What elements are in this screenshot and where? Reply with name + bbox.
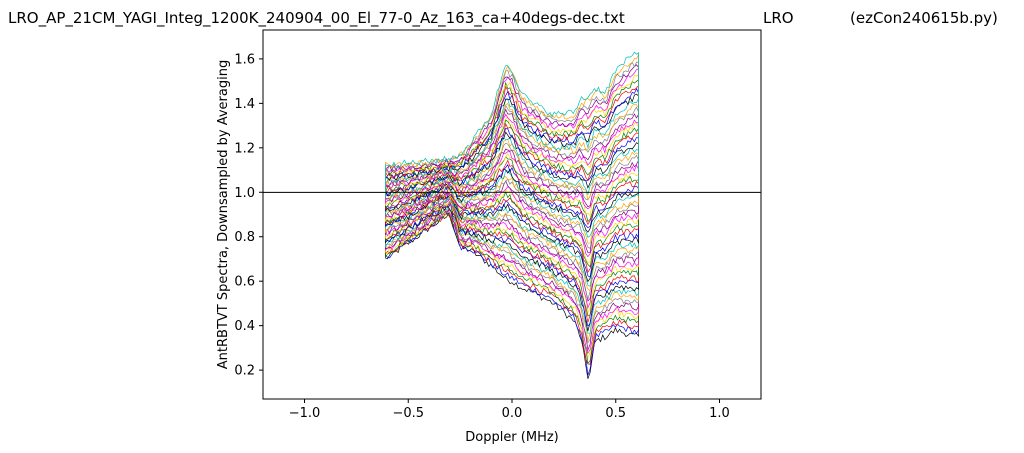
y-axis: 0.2 0.4 0.6 0.8 1.0 1.2 1.4 1.6 [234, 52, 263, 379]
spectrum-trace [263, 119, 761, 193]
spectrum-trace [263, 191, 761, 341]
spectrum-trace [263, 191, 761, 360]
spectrum-trace [263, 178, 761, 249]
y-tick-label: 0.6 [234, 275, 255, 290]
y-axis-label: AntRBTVT Spectra, Downsampled by Averagi… [216, 60, 231, 369]
spectrum-trace [263, 151, 761, 210]
x-tick-label: 1.0 [709, 406, 730, 421]
x-tick-label: −0.5 [392, 406, 424, 421]
spectrum-trace [263, 191, 761, 302]
file-title: LRO_AP_21CM_YAGI_Integ_1200K_240904_00_E… [8, 9, 625, 27]
y-tick-label: 1.0 [234, 186, 255, 201]
spectrum-trace [263, 164, 761, 229]
y-tick-label: 0.4 [234, 319, 255, 334]
spectrum-trace [263, 148, 761, 208]
spectra-series [263, 51, 761, 379]
spectrum-trace [263, 191, 761, 323]
spectrum-trace [263, 191, 761, 344]
y-tick-label: 1.2 [234, 141, 255, 156]
spectrum-trace [263, 191, 761, 268]
spectrum-trace [263, 191, 761, 334]
spectrum-trace [263, 131, 761, 197]
spectrum-trace [263, 191, 761, 365]
spectrum-trace [263, 156, 761, 223]
spectrum-trace [263, 54, 761, 193]
spectrum-trace [263, 191, 761, 274]
spectrum-trace [263, 191, 761, 314]
spectrum-trace [263, 191, 761, 365]
x-tick-label: 0.5 [605, 406, 626, 421]
program-title: (ezCon240615b.py) [850, 9, 998, 27]
spectrum-trace [263, 87, 761, 193]
spectrum-trace [263, 186, 761, 258]
y-tick-label: 1.4 [234, 97, 255, 112]
spectrum-trace [263, 191, 761, 278]
spectrum-trace [263, 191, 761, 327]
x-axis: −1.0 −0.5 0.0 0.5 1.0 [289, 399, 730, 421]
spectrum-trace [263, 78, 761, 193]
spectrum-trace [263, 191, 761, 355]
spectrum-trace [263, 104, 761, 193]
spectrum-trace [263, 74, 761, 193]
spectrum-trace [263, 169, 761, 238]
y-tick-label: 0.2 [234, 364, 255, 379]
spectrum-trace [263, 102, 761, 193]
spectrum-trace [263, 113, 761, 193]
x-tick-label: −1.0 [289, 406, 321, 421]
spectrum-trace [263, 180, 761, 254]
y-tick-label: 0.8 [234, 230, 255, 245]
spectrum-trace [263, 116, 761, 193]
spectrum-trace [263, 68, 761, 193]
spectrum-trace [263, 136, 761, 198]
spectrum-trace [263, 51, 761, 193]
x-tick-label: 0.0 [502, 406, 523, 421]
plot-frame [262, 29, 762, 400]
spectrum-trace [263, 93, 761, 193]
x-axis-label: Doppler (MHz) [465, 430, 559, 445]
spectrum-trace [263, 191, 761, 331]
spectrum-trace [263, 191, 761, 379]
site-title: LRO [763, 9, 794, 27]
spectrum-trace [263, 191, 761, 376]
y-tick-label: 1.6 [234, 52, 255, 67]
spectrum-trace [263, 191, 761, 283]
spectrum-trace [263, 191, 761, 292]
spectrum-trace [263, 176, 761, 244]
spectrum-trace [263, 188, 761, 264]
spectrum-trace [263, 61, 761, 193]
spectrum-trace [263, 152, 761, 217]
